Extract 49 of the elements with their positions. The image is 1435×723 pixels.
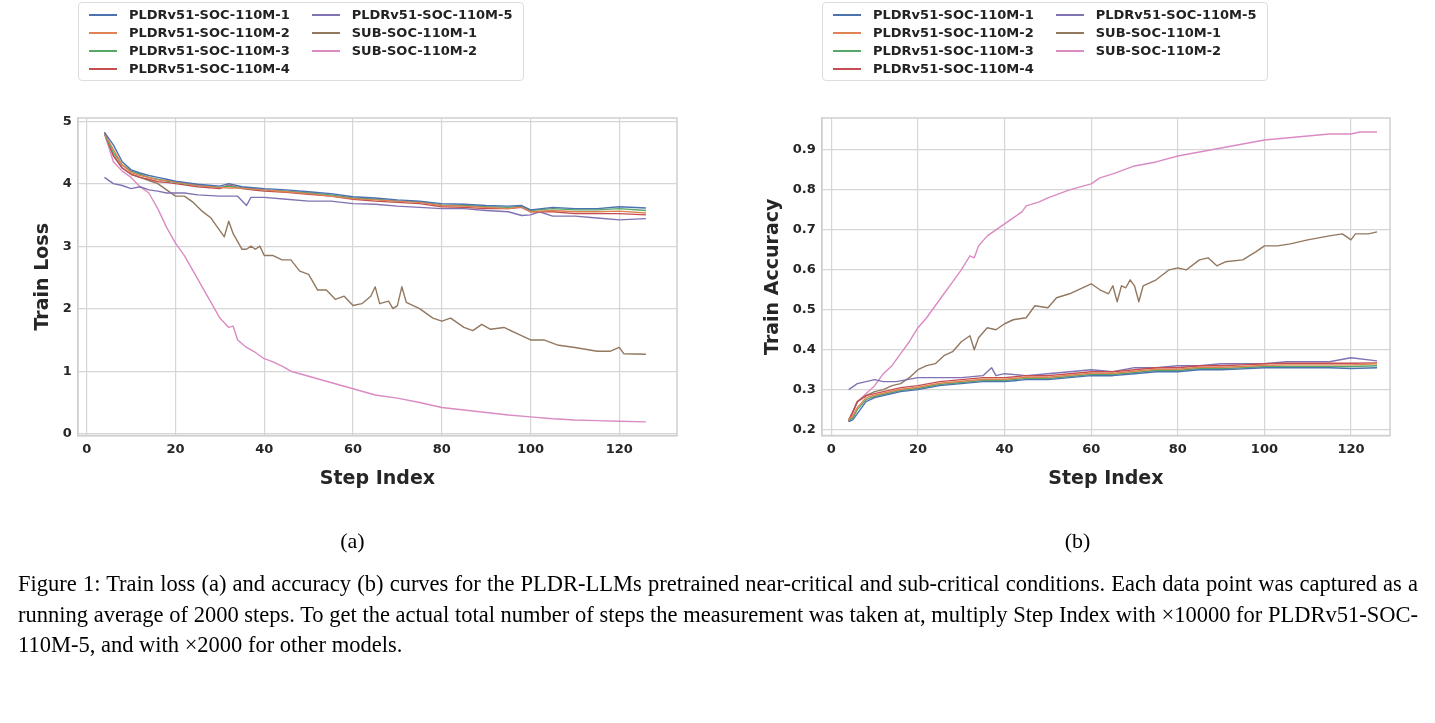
y-axis-title: Train Accuracy xyxy=(760,198,783,355)
legend-label: SUB-SOC-110M-2 xyxy=(1095,43,1222,58)
legend-label: PLDRv51-SOC-110M-3 xyxy=(873,43,1034,58)
x-tick-label: 40 xyxy=(995,440,1014,456)
x-tick-label: 100 xyxy=(516,440,545,456)
y-tick-label: 0.6 xyxy=(792,261,816,277)
x-tick-label: 120 xyxy=(1337,440,1365,456)
x-tick-label: 40 xyxy=(255,440,274,456)
legend-label: SUB-SOC-110M-1 xyxy=(1095,25,1222,40)
legend-label: PLDRv51-SOC-110M-1 xyxy=(129,7,290,22)
x-tick-label: 20 xyxy=(908,440,928,456)
legend-label: PLDRv51-SOC-110M-2 xyxy=(129,25,290,40)
legend-label: PLDRv51-SOC-110M-1 xyxy=(873,7,1034,22)
y-tick-label: 4 xyxy=(62,175,72,191)
legend-label: PLDRv51-SOC-110M-4 xyxy=(873,61,1034,76)
x-tick-label: 0 xyxy=(826,440,836,456)
legend-label: SUB-SOC-110M-1 xyxy=(351,25,478,40)
x-tick-label: 0 xyxy=(82,440,92,456)
caption: Figure 1: Train loss (a) and accuracy (b) curves for the PLDR-LLMs pretrained near-critical and sub-critical conditions. Each data point was captured as a running average of 2000 steps. To get the actual total number of steps the measurement was taken at, multiply Step Index with ×10000 for PLDRv51-SOC-110M-5, and with ×2000 for other models. xyxy=(18,570,1418,660)
y-tick-label: 0.7 xyxy=(792,221,816,237)
y-tick-label: 0.8 xyxy=(792,181,816,197)
legend-label: PLDRv51-SOC-110M-5 xyxy=(1095,7,1257,22)
x-tick-label: 60 xyxy=(343,440,363,456)
legend-label: PLDRv51-SOC-110M-4 xyxy=(129,61,290,76)
legend-label: PLDRv51-SOC-110M-2 xyxy=(873,25,1034,40)
y-tick-label: 0.4 xyxy=(792,341,816,357)
y-axis-title: Train Loss xyxy=(30,223,53,331)
legend-label: SUB-SOC-110M-2 xyxy=(351,43,478,58)
text: (a) xyxy=(339,528,366,554)
x-tick-label: 20 xyxy=(166,440,185,456)
y-tick-label: 2 xyxy=(62,300,72,316)
x-tick-label: 120 xyxy=(605,440,633,456)
y-tick-label: 0.2 xyxy=(792,420,816,436)
x-tick-label: 60 xyxy=(1082,440,1101,456)
y-tick-label: 0 xyxy=(62,425,72,441)
y-tick-label: 0.5 xyxy=(792,301,816,317)
y-tick-label: 0.3 xyxy=(792,381,816,397)
x-tick-label: 80 xyxy=(1168,440,1187,456)
x-axis-title: Step Index xyxy=(1048,465,1164,488)
x-axis-title: Step Index xyxy=(319,465,436,488)
y-tick-label: 5 xyxy=(62,112,72,128)
x-tick-label: 100 xyxy=(1250,440,1278,456)
y-tick-label: 3 xyxy=(62,237,72,253)
legend-label: PLDRv51-SOC-110M-3 xyxy=(129,43,290,58)
legend-label: PLDRv51-SOC-110M-5 xyxy=(351,7,513,22)
text: (b) xyxy=(1063,528,1092,554)
y-tick-label: 1 xyxy=(62,362,72,378)
x-tick-label: 80 xyxy=(432,440,451,456)
y-tick-label: 0.9 xyxy=(792,141,816,157)
